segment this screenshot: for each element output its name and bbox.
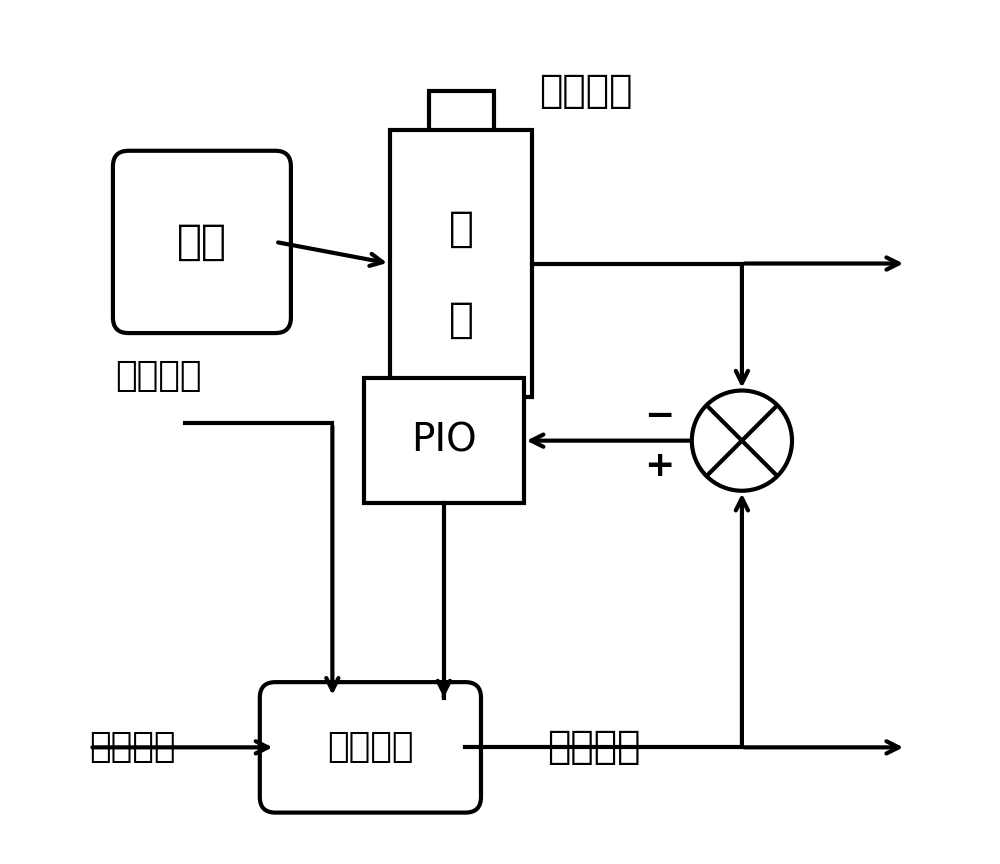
Text: 测量电流: 测量电流 — [90, 730, 176, 765]
Text: 电流: 电流 — [177, 221, 227, 263]
FancyBboxPatch shape — [113, 151, 291, 334]
Text: +: + — [644, 448, 675, 483]
Text: 参数辨识: 参数辨识 — [116, 359, 202, 393]
Text: −: − — [644, 398, 675, 433]
Text: 电: 电 — [449, 208, 474, 250]
Bar — [429, 91, 494, 134]
Text: 池: 池 — [449, 299, 474, 340]
Circle shape — [692, 391, 792, 491]
Text: PIO: PIO — [411, 422, 477, 460]
Text: 电池模型: 电池模型 — [327, 730, 414, 765]
Text: 计算电压: 计算电压 — [548, 728, 641, 766]
Bar — [364, 378, 524, 503]
FancyBboxPatch shape — [260, 683, 481, 812]
Text: 测量电压: 测量电压 — [539, 72, 632, 110]
Bar — [390, 130, 532, 397]
